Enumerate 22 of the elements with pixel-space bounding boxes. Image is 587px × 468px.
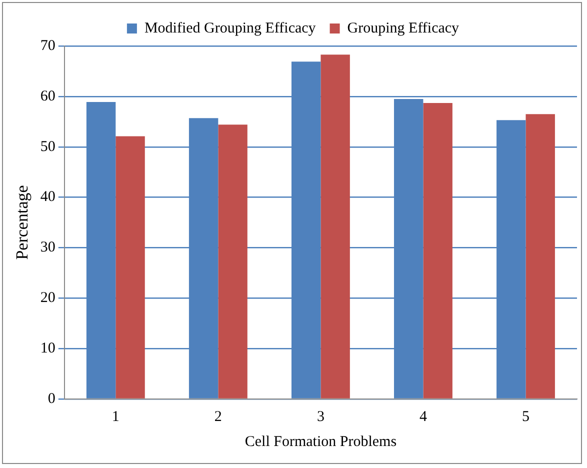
bar — [320, 54, 350, 398]
y-tick-label: 40 — [40, 189, 56, 206]
x-tick-label: 1 — [112, 408, 120, 425]
y-tick-label: 0 — [48, 390, 56, 407]
y-tick-label: 50 — [40, 138, 56, 155]
y-tick-label: 60 — [40, 88, 56, 104]
bar — [526, 114, 555, 398]
bar — [423, 102, 452, 398]
legend-label: Grouping Efficacy — [347, 20, 460, 36]
y-axis-title: Percentage — [12, 185, 32, 260]
y-tick-label: 20 — [40, 290, 56, 306]
bar — [116, 136, 145, 398]
y-tick-label: 10 — [40, 340, 56, 357]
x-tick-label: 2 — [214, 408, 222, 425]
y-tick-label: 30 — [40, 240, 56, 256]
y-tick-label: 70 — [40, 38, 56, 54]
legend-label: Modified Grouping Efficacy — [144, 20, 316, 36]
bar — [218, 124, 248, 398]
x-tick-label: 5 — [522, 408, 530, 425]
x-axis-title: Cell Formation Problems — [244, 434, 397, 450]
x-tick-label: 4 — [419, 408, 428, 425]
x-tick-label: 3 — [316, 408, 324, 425]
